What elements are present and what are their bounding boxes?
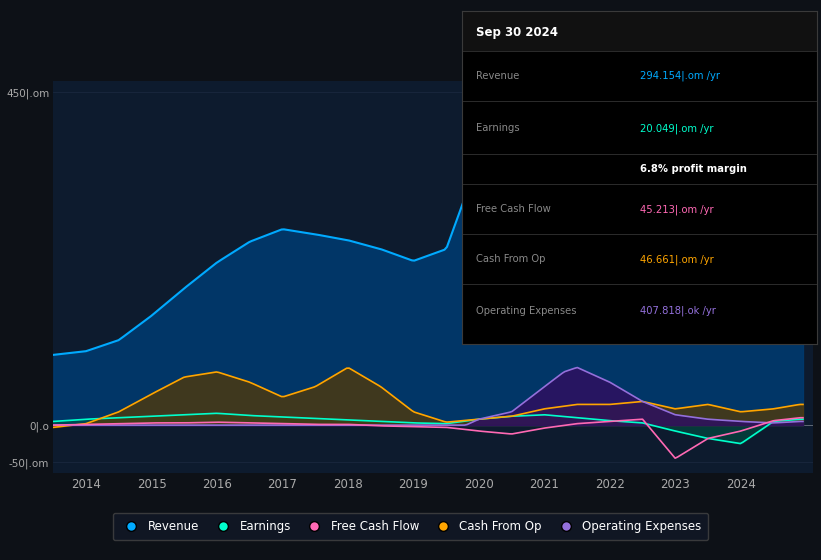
Text: 45.213|.om /yr: 45.213|.om /yr	[640, 204, 713, 214]
Text: Sep 30 2024: Sep 30 2024	[476, 26, 558, 39]
Text: 46.661|.om /yr: 46.661|.om /yr	[640, 254, 713, 265]
Text: 6.8% profit margin: 6.8% profit margin	[640, 165, 746, 175]
FancyBboxPatch shape	[462, 11, 817, 51]
Legend: Revenue, Earnings, Free Cash Flow, Cash From Op, Operating Expenses: Revenue, Earnings, Free Cash Flow, Cash …	[112, 513, 709, 540]
Text: Revenue: Revenue	[476, 71, 520, 81]
Text: Free Cash Flow: Free Cash Flow	[476, 204, 551, 214]
Text: Earnings: Earnings	[476, 124, 520, 133]
Text: 20.049|.om /yr: 20.049|.om /yr	[640, 123, 713, 134]
Text: Cash From Op: Cash From Op	[476, 254, 546, 264]
Text: Operating Expenses: Operating Expenses	[476, 306, 577, 316]
Text: 407.818|.ok /yr: 407.818|.ok /yr	[640, 306, 715, 316]
Text: 294.154|.om /yr: 294.154|.om /yr	[640, 71, 719, 81]
